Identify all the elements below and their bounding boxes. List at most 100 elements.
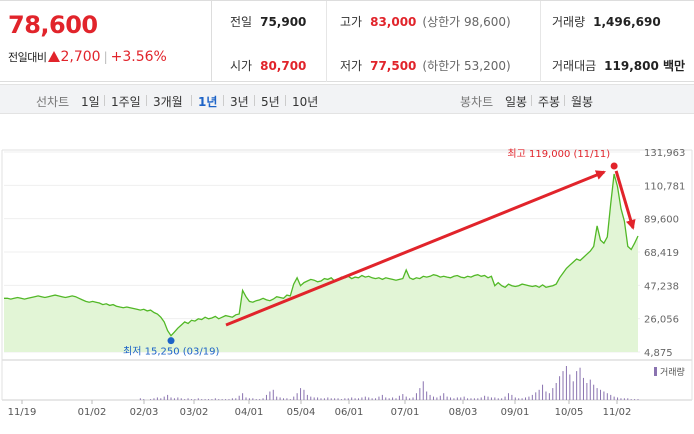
volume-bar [381,394,383,400]
volume-bar [269,391,271,400]
volume-bar [228,399,230,400]
volume-bar [514,397,516,400]
candle-daily[interactable]: 일봉 [505,95,528,109]
prev-close-label: 전일 [230,15,253,29]
volume-bar [272,389,274,400]
volume-bar [173,398,175,400]
volume-bar [170,397,172,400]
volume-bar [259,399,261,400]
volume-bar [518,398,520,400]
volume-bar [208,399,210,400]
high-label: 고가 [340,15,363,29]
volume-bar [197,398,199,400]
volume-bar [593,384,595,400]
volume-bar [450,397,452,400]
volume-bar [470,398,472,400]
volume-bar [310,396,312,400]
y-tick-label: 131,963 [644,148,685,159]
volume-bar [255,399,257,400]
candle-separator [531,95,532,106]
volume-bar [286,398,288,400]
volume-bar [375,398,377,400]
volume-bar [507,393,509,400]
x-tick-label: 05/04 [287,407,316,418]
divider [540,1,541,82]
candle-weekly[interactable]: 주봉 [538,95,561,109]
upper-limit: (상한가 98,600) [422,15,511,29]
volume-bar [528,396,530,400]
trend-arrow-up [225,170,606,327]
y-tick-label: 26,056 [644,315,679,326]
high-value: 83,000 [370,15,417,29]
volume-bar [565,366,567,400]
volume-bar [480,397,482,400]
open-label: 시가 [230,59,253,73]
volume-bar [463,396,465,400]
range-1w[interactable]: 1주일 [111,95,141,109]
volume-bar [494,397,496,400]
volume-bar [630,399,632,400]
y-tick-label: 68,419 [644,248,679,259]
volume-bar [167,394,169,400]
volume-bar [139,398,141,400]
volume-bar [276,396,278,400]
range-1y[interactable]: 1년 [198,95,218,109]
candle-monthly[interactable]: 월봉 [571,95,594,109]
volume-bar [460,397,462,400]
volume-bar [589,379,591,400]
volume-bar [579,367,581,400]
volume-bar [613,396,615,400]
volume-bar [160,398,162,400]
volume-bar [320,398,322,400]
volume-bar [542,384,544,400]
volume-bar [456,397,458,400]
up-triangle-icon [48,51,61,62]
volume-bar [214,398,216,400]
volume-bar [576,371,578,400]
volume-bar [218,399,220,400]
volume-bar [265,394,267,400]
volume-bar [177,397,179,400]
range-3m[interactable]: 3개월 [153,95,183,109]
volume-bar [221,399,223,400]
high-cell: 고가 83,000 (상한가 98,600) [340,13,511,30]
x-tick-label: 09/01 [501,407,530,418]
volume-bar [392,397,394,400]
volume-bar [562,371,564,400]
range-5y[interactable]: 5년 [261,95,280,109]
volume-bar [634,399,636,400]
volume-bar [637,399,639,400]
volume-bar [490,397,492,400]
range-10y[interactable]: 10년 [292,95,319,109]
volume-bar [211,399,213,400]
volume-bar [395,398,397,400]
x-tick-label: 08/03 [449,407,478,418]
volume-bar [606,393,608,400]
volume-legend-label: 거래량 [660,366,685,378]
volume-bar [313,397,315,400]
volume-bar [150,399,152,400]
x-tick-label: 10/05 [555,407,584,418]
volume-bar [409,398,411,400]
range-3y[interactable]: 3년 [230,95,249,109]
range-separator [285,95,286,106]
volume-bar [156,397,158,400]
prev-close-value: 75,900 [260,15,307,29]
volume-bar [323,398,325,400]
candle-separator [564,95,565,106]
range-1d[interactable]: 1일 [81,95,100,109]
volume-bar [371,398,373,400]
volume-bar [555,383,557,400]
change-separator: | [103,50,108,64]
low-cell: 저가 77,500 (하한가 53,200) [340,57,511,74]
volume-bar [525,397,527,400]
volume-bar [143,399,145,400]
volume-bar [426,391,428,400]
volume-bar [559,376,561,400]
volume-bar [473,398,475,400]
volume-bar [487,396,489,400]
volume-legend-swatch [654,367,657,376]
volume-bar [248,398,250,400]
change-amount: 2,700 [60,49,101,65]
